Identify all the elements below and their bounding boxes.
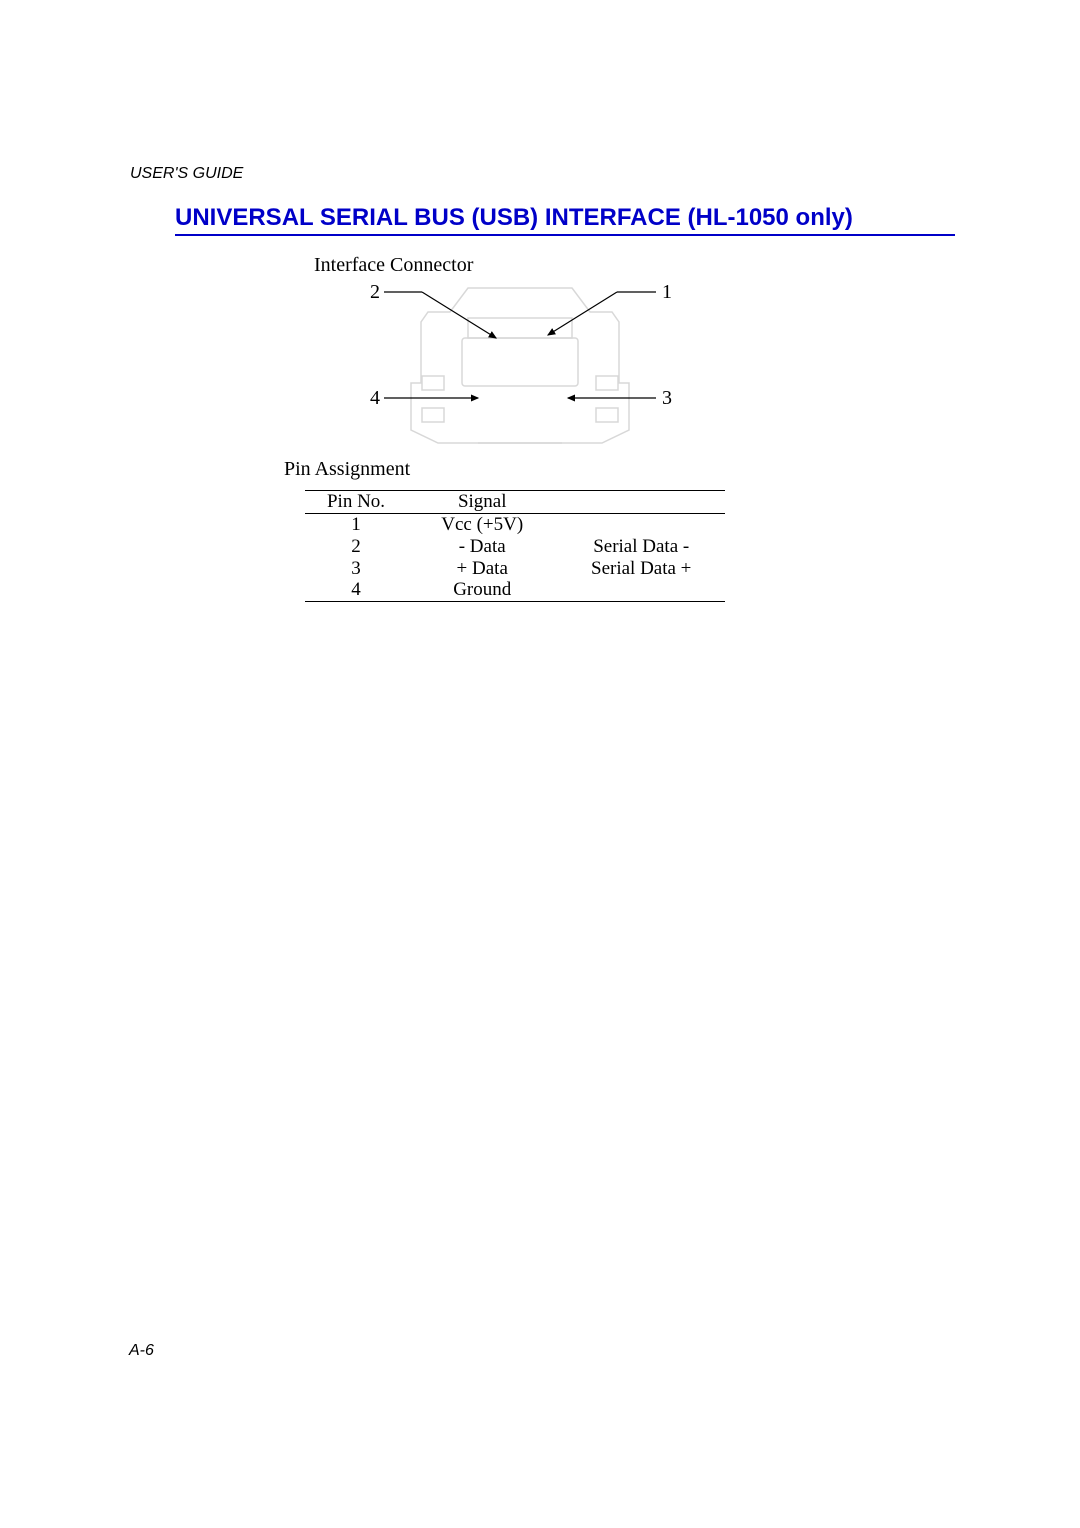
table-row: 1 Vcc (+5V) xyxy=(305,513,725,535)
table-header-row: Pin No. Signal xyxy=(305,491,725,514)
diagram-label-1: 1 xyxy=(662,281,672,303)
cell xyxy=(557,579,725,601)
cell: 1 xyxy=(305,513,407,535)
pin-assignment-table: Pin No. Signal 1 Vcc (+5V) 2 - Data Seri… xyxy=(305,490,725,602)
diagram-label-2: 2 xyxy=(370,281,380,303)
cell: Serial Data + xyxy=(557,558,725,580)
col-header-desc xyxy=(557,491,725,514)
diagram-label-3: 3 xyxy=(662,387,672,409)
diagram-label-4: 4 xyxy=(370,387,380,409)
cell: Ground xyxy=(407,579,557,601)
col-header-signal: Signal xyxy=(407,491,557,514)
header-label: USER'S GUIDE xyxy=(130,165,243,183)
cell: 2 xyxy=(305,536,407,558)
col-header-pin: Pin No. xyxy=(305,491,407,514)
cell: Serial Data - xyxy=(557,536,725,558)
title-underline xyxy=(175,234,955,236)
table-row: 2 - Data Serial Data - xyxy=(305,536,725,558)
interface-connector-heading: Interface Connector xyxy=(314,254,473,277)
cell: + Data xyxy=(407,558,557,580)
cell: Vcc (+5V) xyxy=(407,513,557,535)
pin-assignment-heading: Pin Assignment xyxy=(284,458,410,481)
cell: 3 xyxy=(305,558,407,580)
table-row: 4 Ground xyxy=(305,579,725,601)
table-row: 3 + Data Serial Data + xyxy=(305,558,725,580)
page-number: A-6 xyxy=(129,1342,154,1360)
cell: - Data xyxy=(407,536,557,558)
cell: 4 xyxy=(305,579,407,601)
usb-connector-diagram: 1 2 3 4 xyxy=(350,280,690,450)
page-title: UNIVERSAL SERIAL BUS (USB) INTERFACE (HL… xyxy=(175,204,853,232)
cell xyxy=(557,513,725,535)
